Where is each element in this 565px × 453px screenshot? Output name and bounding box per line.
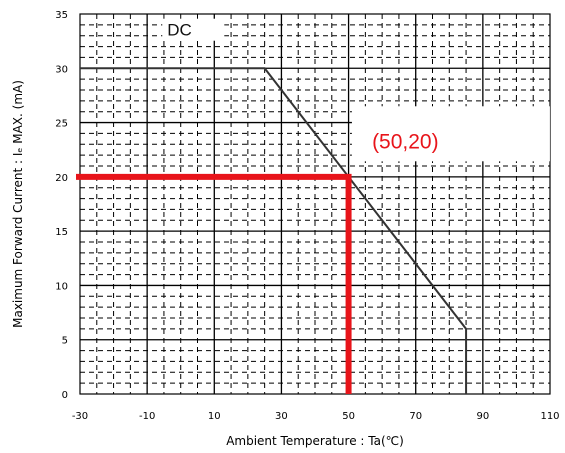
x-tick-labels: -30 -10 10 30 50 70 90 110 (72, 411, 560, 422)
x-tick-label: 70 (409, 411, 422, 422)
series-label-dc: DC (167, 21, 192, 40)
x-tick-label: -30 (72, 411, 88, 422)
annotation-label-background (351, 106, 550, 162)
y-tick-labels: 0 5 10 15 20 25 30 35 (55, 10, 68, 401)
x-tick-label: -10 (139, 411, 155, 422)
minor-grid (80, 14, 550, 394)
series-line-dc (80, 67, 468, 394)
y-tick-label: 5 (62, 336, 68, 347)
annotation-guide-lines (76, 173, 352, 394)
x-tick-label: 90 (476, 411, 489, 422)
y-tick-label: 20 (55, 173, 68, 184)
y-tick-label: 25 (55, 119, 68, 130)
x-tick-label: 110 (540, 411, 559, 422)
plot-frame (79, 13, 551, 395)
y-axis-label: Maximum Forward Current : Iₑ MAX. (mA) (11, 80, 25, 328)
x-tick-label: 30 (275, 411, 288, 422)
y-tick-label: 10 (55, 281, 68, 292)
y-tick-label: 35 (55, 10, 68, 21)
dc-label-background (162, 18, 225, 41)
x-tick-label: 10 (208, 411, 221, 422)
y-tick-label: 0 (62, 390, 68, 401)
x-axis-label: Ambient Temperature : Ta(℃) (226, 434, 404, 448)
y-tick-label: 30 (55, 64, 68, 75)
annotation-label: (50,20) (372, 131, 439, 154)
y-tick-label: 15 (55, 227, 68, 238)
x-tick-label: 50 (342, 411, 355, 422)
